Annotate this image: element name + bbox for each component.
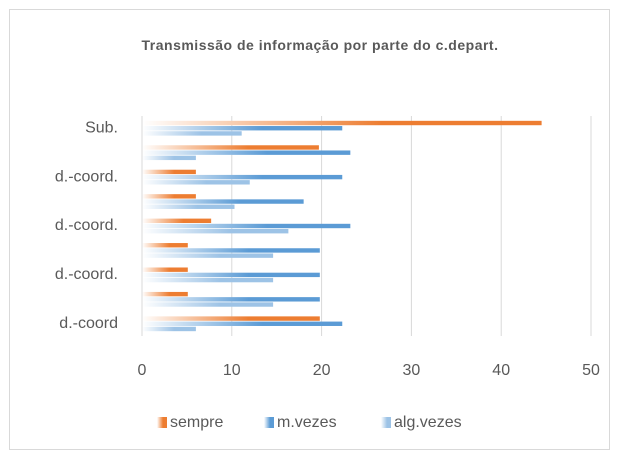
bar: [142, 316, 320, 321]
bar: [142, 126, 343, 131]
y-tick-label: d.-coord.: [55, 217, 118, 234]
bar: [142, 204, 235, 209]
bar: [142, 180, 250, 185]
bar: [142, 326, 196, 332]
x-tick-label: 50: [582, 362, 600, 379]
bar: [142, 272, 320, 278]
bar: [142, 277, 274, 283]
legend-swatch: [264, 417, 274, 428]
bar: [142, 194, 196, 199]
legend-label: sempre: [170, 414, 223, 431]
legend-swatch: [381, 417, 391, 428]
x-tick-label: 20: [313, 362, 331, 379]
bar: [142, 169, 196, 175]
chart-border: [9, 9, 610, 450]
bar: [142, 321, 343, 326]
bar: [142, 267, 188, 272]
bar: [142, 145, 319, 150]
y-tick-label: Sub.: [85, 119, 118, 136]
bar: [142, 131, 242, 136]
bar: [142, 243, 188, 248]
chart-title: Transmissão de informação por parte do c…: [141, 37, 499, 53]
bar: [142, 248, 320, 253]
bar: [142, 174, 343, 180]
y-tick-label: d.-coord.: [55, 168, 118, 185]
bar: [142, 253, 274, 258]
y-tick-label: d.-coord: [59, 315, 118, 332]
x-tick-label: 0: [138, 362, 147, 379]
bar: [142, 223, 351, 229]
legend-swatch: [157, 417, 167, 428]
bar: [142, 199, 304, 204]
bar: [142, 302, 274, 307]
bar: [142, 120, 542, 126]
x-tick-label: 10: [223, 362, 241, 379]
y-tick-label: d.-coord.: [55, 266, 118, 283]
legend-label: m.vezes: [277, 414, 337, 431]
legend-label: alg.vezes: [394, 414, 462, 431]
bar: [142, 229, 289, 234]
bar: [142, 297, 320, 302]
bar: [142, 155, 196, 161]
x-tick-label: 40: [492, 362, 510, 379]
bar: [142, 218, 212, 223]
x-tick-label: 30: [403, 362, 421, 379]
bar: [142, 150, 351, 155]
bar: [142, 291, 188, 297]
